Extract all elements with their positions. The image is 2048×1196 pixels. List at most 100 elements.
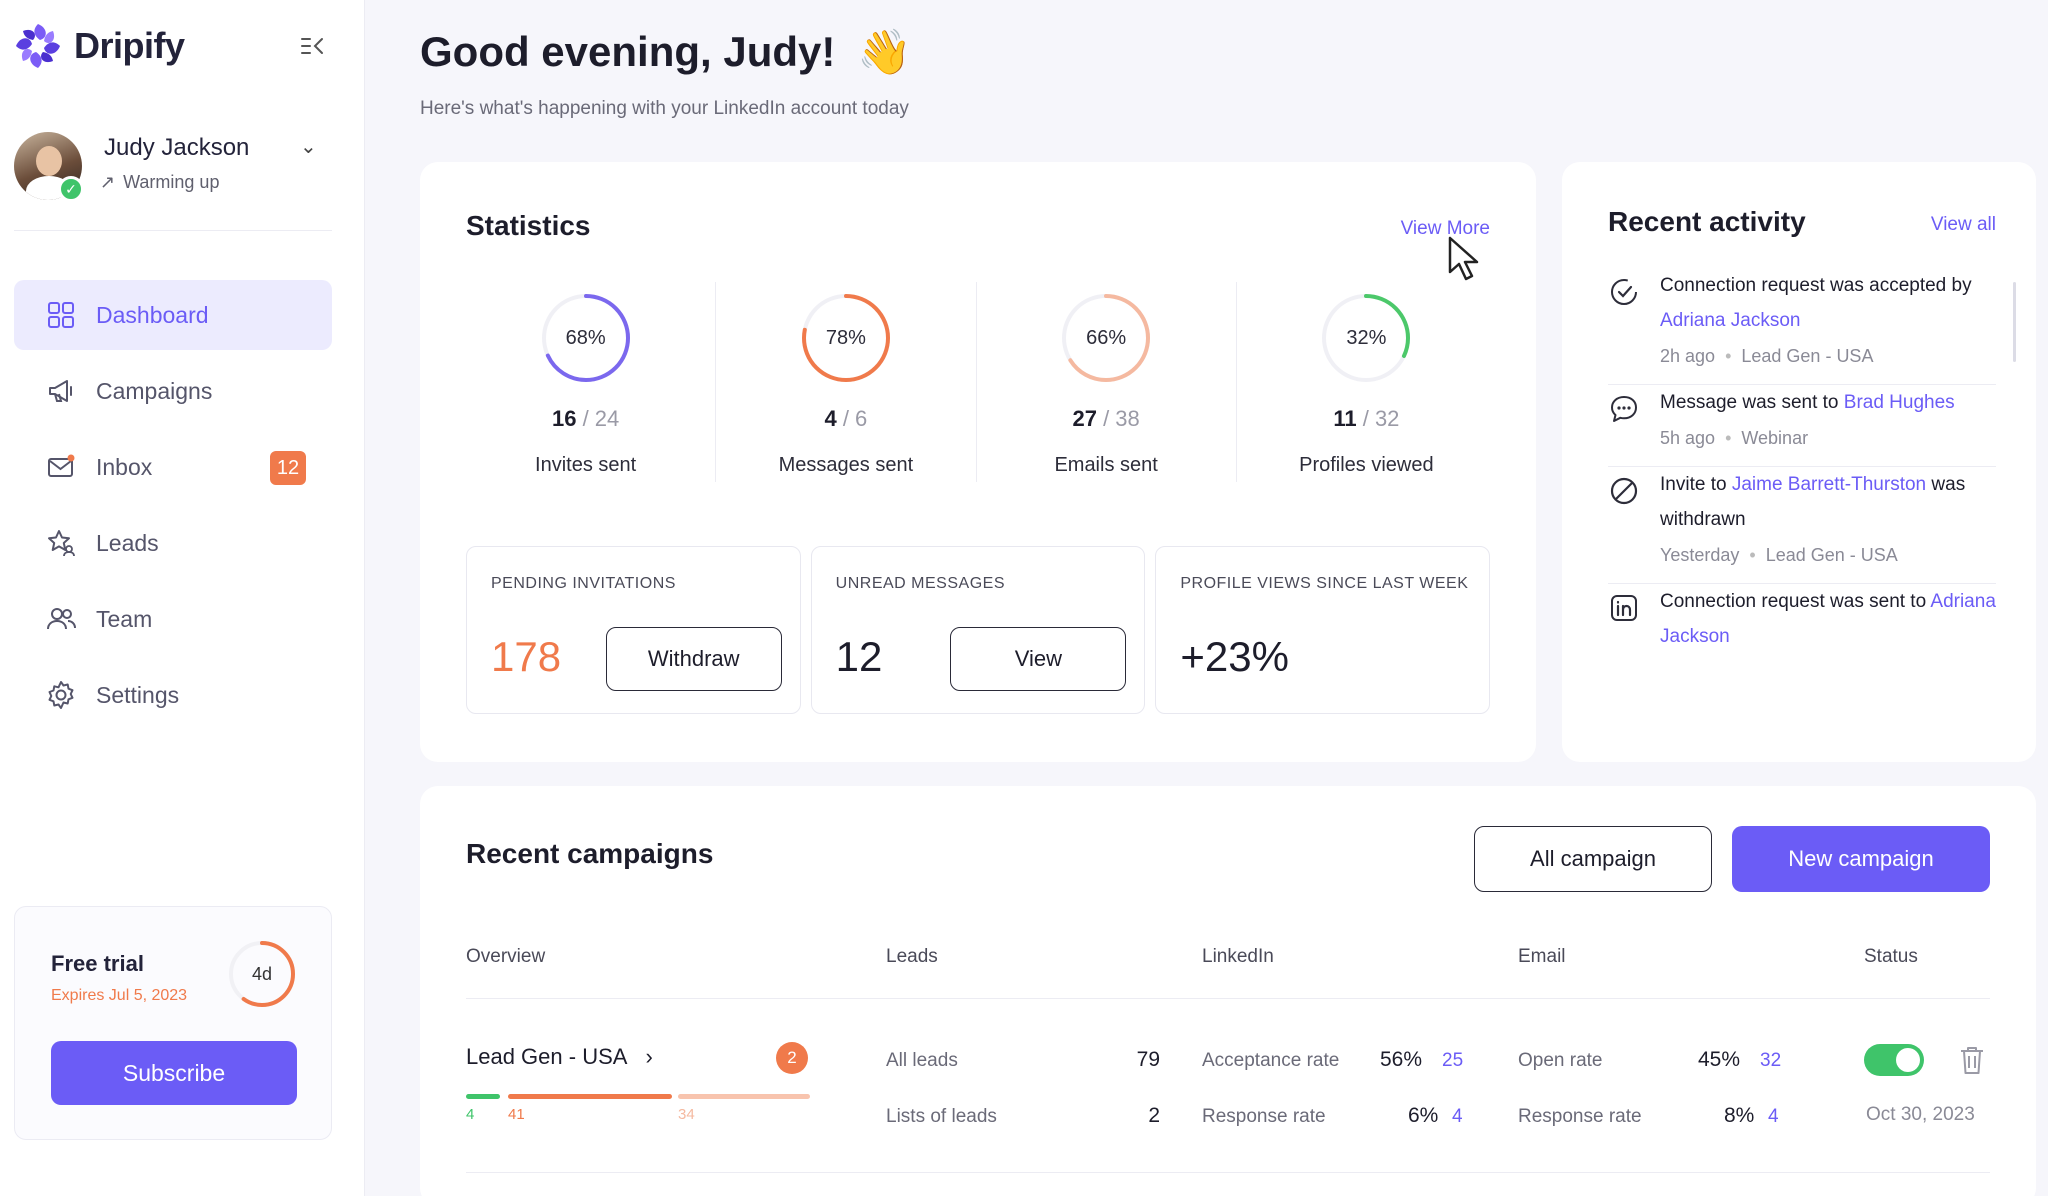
envelope-icon — [44, 450, 78, 484]
email-response-rate-count: 4 — [1768, 1106, 1779, 1127]
linkedin-response-rate-count: 4 — [1452, 1106, 1463, 1127]
open-rate-label: Open rate — [1518, 1050, 1603, 1071]
brand[interactable]: Dripify — [14, 18, 185, 74]
activity-text: Connection request was sent to Adriana J… — [1660, 584, 1996, 654]
bar-label-orange: 41 — [508, 1106, 525, 1123]
users-icon — [44, 602, 78, 636]
trash-icon[interactable] — [1958, 1044, 1986, 1076]
all-leads-label: All leads — [886, 1050, 958, 1071]
view-more-link[interactable]: View More — [1400, 218, 1490, 239]
user-name: Judy Jackson — [104, 134, 250, 161]
star-user-icon — [44, 526, 78, 560]
activity-item[interactable]: Message was sent to Brad Hughes 5h ago • W… — [1608, 385, 1996, 467]
metric-label: Emails sent — [1054, 454, 1158, 476]
metric-count-value: 11 — [1333, 406, 1357, 431]
unread-messages-tile: UNREAD MESSAGES 12 View — [810, 546, 1146, 714]
verified-check-icon: ✓ — [58, 176, 84, 202]
chevron-right-icon: › — [645, 1044, 653, 1069]
activity-person-link[interactable]: Jaime Barrett-Thurston — [1731, 474, 1927, 495]
sidebar-item-inbox[interactable]: Inbox 12 — [14, 432, 332, 502]
separator-dot: • — [1725, 346, 1732, 366]
metric-count-total: / 6 — [842, 406, 868, 431]
email-response-rate-value: 8% — [1724, 1104, 1755, 1127]
column-header-email[interactable]: Email — [1518, 946, 1566, 967]
statistics-metrics: 68% 16 / 24 Invites sent 78% 4 / 6 Messa… — [456, 282, 1496, 482]
activity-time: Yesterday — [1660, 545, 1740, 565]
inbox-count-badge: 12 — [270, 451, 306, 485]
waving-hand-icon: 👋 — [857, 28, 913, 77]
recent-campaigns-title: Recent campaigns — [466, 838, 714, 869]
activity-person-link[interactable]: Adriana Jackson — [1660, 310, 1801, 331]
activity-campaign: Lead Gen - USA — [1765, 545, 1898, 565]
tile-label: UNREAD MESSAGES — [835, 575, 1005, 592]
activity-item[interactable]: Invite to Jaime Barrett-Thurston was wit… — [1608, 467, 1996, 584]
column-header-linkedin[interactable]: LinkedIn — [1202, 946, 1274, 967]
emails-progress-ring — [1062, 294, 1151, 382]
activity-item[interactable]: Connection request was accepted by Adria… — [1608, 268, 1996, 385]
bar-label-green: 4 — [466, 1106, 475, 1123]
activity-time: 5h ago — [1660, 428, 1716, 448]
sidebar-item-leads[interactable]: Leads — [14, 508, 332, 578]
tile-label: PROFILE VIEWS SINCE LAST WEEK — [1180, 575, 1469, 592]
pending-invitations-tile: PENDING INVITATIONS 178 Withdraw — [466, 546, 801, 714]
activity-message-end: was withdrawn — [1660, 474, 1966, 530]
subscribe-button[interactable]: Subscribe — [51, 1041, 297, 1105]
acceptance-rate-value: 56% — [1380, 1048, 1423, 1071]
sidebar-item-label: Leads — [96, 529, 159, 556]
tile-value: 178 — [491, 633, 562, 680]
metric-percent: 78% — [825, 326, 866, 349]
lists-of-leads-label: Lists of leads — [886, 1106, 997, 1127]
campaign-status-toggle[interactable] — [1864, 1044, 1924, 1076]
column-header-leads[interactable]: Leads — [886, 946, 938, 967]
sidebar-item-team[interactable]: Team — [14, 584, 332, 654]
chevron-down-icon[interactable]: ⌄ — [300, 136, 317, 158]
activity-person-link[interactable]: Brad Hughes — [1843, 392, 1955, 413]
recent-campaigns-card: Recent campaigns All campaign New campai… — [420, 786, 2036, 1196]
sidebar-item-settings[interactable]: Settings — [14, 660, 332, 730]
metric-profiles: 32% 11 / 32 Profiles viewed — [1235, 282, 1496, 482]
activity-message: Connection request was sent to — [1660, 591, 1931, 612]
user-profile[interactable]: ✓ Judy Jackson ↗ Warming up ⌄ — [14, 128, 334, 204]
avatar — [14, 132, 82, 200]
new-campaign-button[interactable]: New campaign — [1732, 826, 1990, 892]
withdraw-button[interactable]: Withdraw — [605, 627, 782, 691]
sidebar-item-dashboard[interactable]: Dashboard — [14, 280, 332, 350]
activity-meta: 5h ago • Webinar — [1660, 420, 1996, 466]
view-button[interactable]: View — [950, 627, 1127, 691]
progress-bar-orange — [508, 1094, 672, 1099]
user-status: ↗ Warming up — [100, 172, 219, 193]
view-all-link[interactable]: View all — [1930, 214, 1996, 235]
trial-days-left: 4d — [251, 963, 273, 984]
column-header-overview[interactable]: Overview — [466, 946, 546, 967]
recent-activity-title: Recent activity — [1608, 206, 1806, 237]
metric-count-value: 16 — [551, 406, 577, 431]
metric-count-total: / 38 — [1103, 406, 1140, 431]
activity-list: Connection request was accepted by Adria… — [1608, 268, 1996, 654]
column-header-status[interactable]: Status — [1864, 946, 1918, 967]
metric-count: 27 / 38 — [977, 406, 1236, 432]
sidebar-item-campaigns[interactable]: Campaigns — [14, 356, 332, 426]
metric-count-total: / 24 — [582, 406, 620, 431]
sidebar: Dripify ✓ Judy Jackson ↗ Warming up ⌄ Da… — [0, 0, 365, 1196]
activity-time: 2h ago — [1660, 346, 1716, 366]
activity-item[interactable]: Connection request was sent to Adriana J… — [1608, 584, 1996, 654]
tile-label: PENDING INVITATIONS — [491, 575, 676, 592]
sidebar-item-label: Campaigns — [96, 377, 213, 404]
statistics-title: Statistics — [466, 210, 591, 241]
activity-person-link[interactable]: Adriana Jackson — [1660, 591, 1996, 647]
campaign-name-link[interactable]: Lead Gen - USA › — [466, 1044, 653, 1070]
activity-text: Connection request was accepted by Adria… — [1660, 268, 1996, 338]
metric-count: 16 / 24 — [456, 406, 715, 432]
collapse-sidebar-icon[interactable] — [298, 32, 330, 60]
user-status-label: Warming up — [123, 172, 220, 192]
metric-label: Messages sent — [778, 454, 914, 476]
all-campaign-button[interactable]: All campaign — [1474, 826, 1712, 892]
page-subtitle: Here's what's happening with your Linked… — [420, 98, 909, 119]
grid-icon — [44, 298, 78, 332]
metric-count: 11 / 32 — [1237, 406, 1496, 432]
metric-label: Invites sent — [535, 454, 637, 476]
statistics-card: Statistics View More 68% 16 / 24 Invites… — [420, 162, 1536, 762]
activity-scrollbar[interactable] — [2013, 282, 2016, 362]
metric-messages: 78% 4 / 6 Messages sent — [715, 282, 975, 482]
trial-progress-ring — [229, 941, 295, 1007]
